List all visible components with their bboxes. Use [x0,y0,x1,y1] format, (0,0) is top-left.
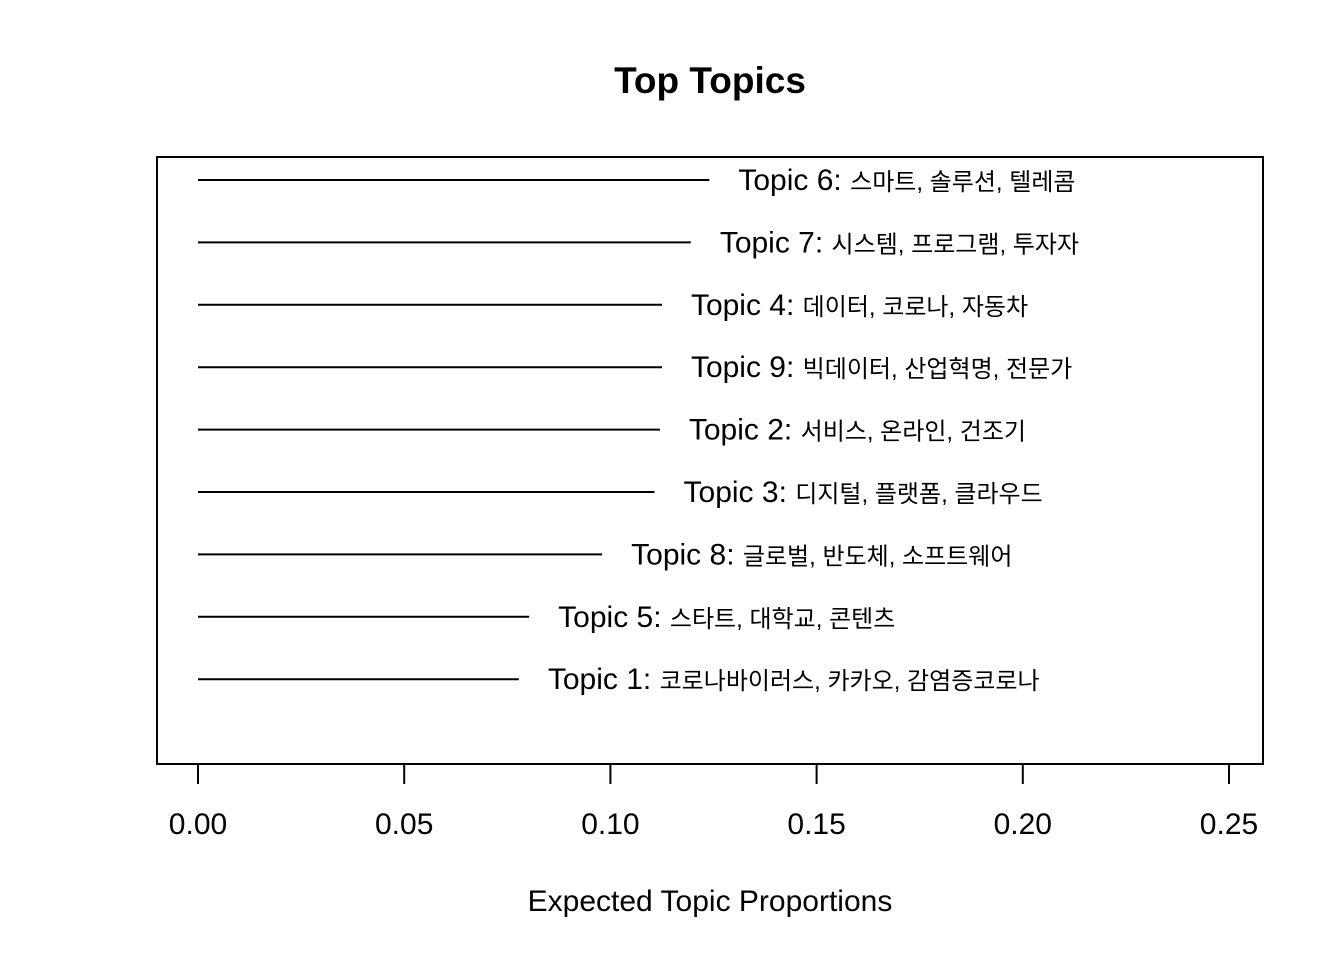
topic-label: Topic 9: 빅데이터, 산업혁명, 전문가 [691,351,1072,384]
topic-bars [198,179,710,681]
topic-label: Topic 5: 스타트, 대학교, 콘텐츠 [558,601,895,634]
topic-name: Topic 3: [684,476,796,509]
topic-label: Topic 4: 데이터, 코로나, 자동차 [691,289,1028,322]
topic-name: Topic 6: [738,164,850,197]
topic-label: Topic 2: 서비스, 온라인, 건조기 [689,414,1026,447]
topic-words: 서비스, 온라인, 건조기 [801,419,1026,446]
topic-name: Topic 1: [548,663,660,696]
topic-words: 스마트, 솔루션, 텔레콤 [850,169,1075,196]
x-tick-label: 0.05 [375,808,433,841]
topic-name: Topic 2: [689,414,801,447]
topic-words: 디지털, 플랫폼, 클라우드 [795,481,1042,508]
topic-labels: Topic 6: 스마트, 솔루션, 텔레콤 Topic 7: 시스템, 프로그램… [548,164,1079,696]
x-axis-label: Expected Topic Proportions [528,885,893,918]
x-axis: 0.00 0.05 0.10 0.15 0.20 0.25 [169,763,1258,841]
topic-words: 스타트, 대학교, 콘텐츠 [670,606,895,633]
topic-label: Topic 7: 시스템, 프로그램, 투자자 [720,226,1079,259]
topic-name: Topic 8: [631,538,743,571]
topic-name: Topic 5: [558,601,670,634]
chart-title: Top Topics [614,60,806,101]
topic-words: 글로벌, 반도체, 소프트웨어 [743,543,1013,570]
topic-name: Topic 4: [691,289,803,322]
topic-words: 코로나바이러스, 카카오, 감염증코로나 [660,668,1040,695]
topic-label: Topic 6: 스마트, 솔루션, 텔레콤 [738,164,1075,197]
topic-label: Topic 3: 디지털, 플랫폼, 클라우드 [684,476,1043,509]
x-tick-label: 0.25 [1200,808,1258,841]
topic-name: Topic 7: [720,226,832,259]
topic-label: Topic 8: 글로벌, 반도체, 소프트웨어 [631,538,1012,571]
topic-name: Topic 9: [691,351,803,384]
topic-words: 시스템, 프로그램, 투자자 [832,231,1079,258]
x-tick-label: 0.20 [994,808,1052,841]
x-tick-label: 0.10 [581,808,639,841]
topic-words: 데이터, 코로나, 자동차 [803,294,1028,321]
topic-label: Topic 1: 코로나바이러스, 카카오, 감염증코로나 [548,663,1040,696]
x-tick-label: 0.00 [169,808,227,841]
topic-words: 빅데이터, 산업혁명, 전문가 [803,356,1073,383]
x-tick-label: 0.15 [787,808,845,841]
